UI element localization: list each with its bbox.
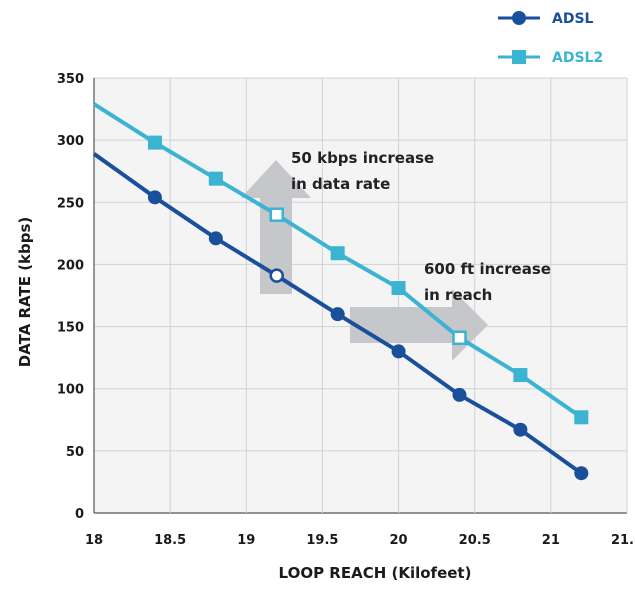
y-tick-label: 300 <box>57 134 84 149</box>
data-point-adsl2 <box>208 171 223 186</box>
x-axis-title: LOOP REACH (Kilofeet) <box>279 564 472 582</box>
data-point-adsl2 <box>147 135 162 150</box>
y-tick-label: 100 <box>57 383 84 398</box>
legend-label-adsl: ADSL <box>552 11 594 27</box>
y-axis-title: DATA RATE (kbps) <box>16 217 34 368</box>
annotation-data-rate: 50 kbps increase in data rate <box>291 149 434 193</box>
y-tick-label: 50 <box>66 445 84 460</box>
data-point-adsl <box>330 307 345 322</box>
data-point-adsl <box>208 231 223 246</box>
axes: 0 50 100 150 200 250 300 350 18 18.5 19 19.5 20 20.5 2… <box>57 72 635 548</box>
annotation-reach: 600 ft increase in reach <box>424 260 551 304</box>
arrow-up-shape <box>241 160 311 294</box>
legend-marker-adsl2 <box>512 50 526 64</box>
data-point-adsl2 <box>574 410 589 425</box>
y-tick-label: 350 <box>57 72 84 87</box>
annotation-data-rate-line2: in data rate <box>291 175 390 193</box>
data-point-adsl <box>513 422 528 437</box>
x-tick-label: 20.5 <box>459 533 491 548</box>
data-point-adsl2 <box>513 368 528 383</box>
legend: ADSL ADSL2 <box>498 11 603 66</box>
x-tick-label: 18 <box>85 533 103 548</box>
y-tick-label: 150 <box>57 321 84 336</box>
x-tick-label: 18.5 <box>154 533 186 548</box>
data-point-adsl <box>269 268 284 283</box>
annotation-data-rate-line1: 50 kbps increase <box>291 149 434 167</box>
data-point-adsl2 <box>391 281 406 296</box>
annotation-reach-line1: 600 ft increase <box>424 260 551 278</box>
y-tick-label: 250 <box>57 196 84 211</box>
data-point-adsl <box>574 466 589 481</box>
data-point-adsl2 <box>330 246 345 261</box>
data-point-adsl <box>391 344 406 359</box>
annotation-reach-line2: in reach <box>424 286 492 304</box>
data-point-adsl2 <box>269 207 284 222</box>
grid <box>93 77 628 514</box>
x-tick-label: 19.5 <box>306 533 338 548</box>
series-layer <box>92 102 589 481</box>
data-point-adsl2 <box>452 330 467 346</box>
data-point-adsl <box>147 190 162 205</box>
data-point-adsl <box>452 387 467 402</box>
legend-marker-adsl <box>512 11 526 25</box>
x-tick-label: 21 <box>542 533 560 548</box>
y-tick-label: 200 <box>57 258 84 273</box>
legend-label-adsl2: ADSL2 <box>552 50 603 66</box>
legend-item-adsl2: ADSL2 <box>498 50 603 66</box>
x-tick-label: 21.5 <box>611 533 635 548</box>
legend-item-adsl: ADSL <box>498 11 594 27</box>
y-tick-label: 0 <box>75 507 84 522</box>
x-tick-label: 20 <box>390 533 408 548</box>
x-tick-label: 19 <box>237 533 255 548</box>
